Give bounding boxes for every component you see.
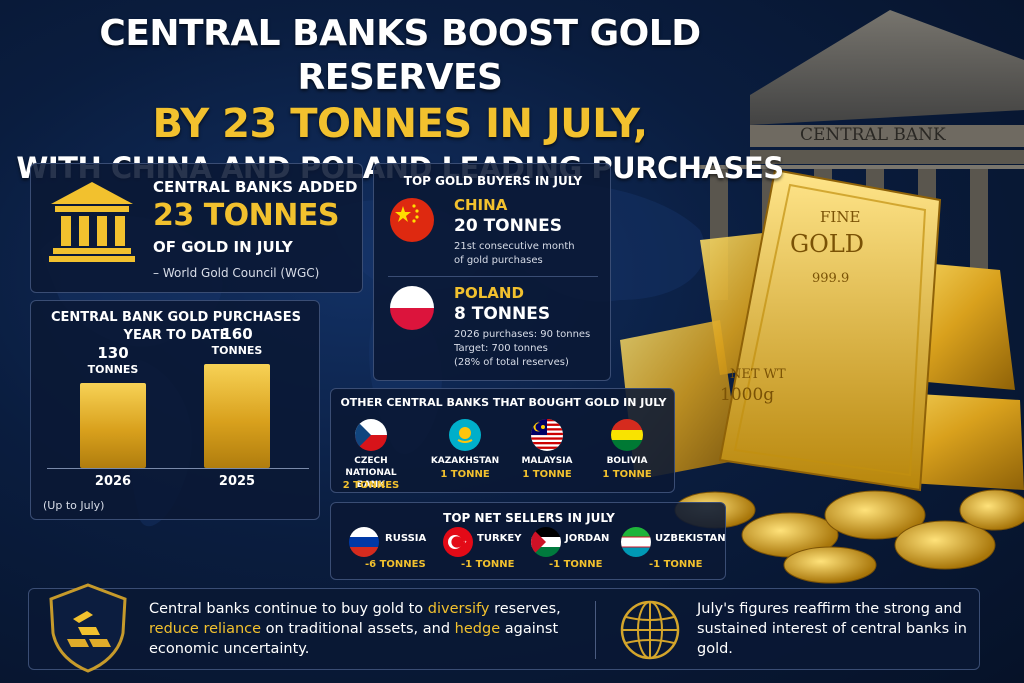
gold-bar-gold-text: GOLD — [790, 230, 864, 258]
russia-flag-icon — [349, 527, 379, 557]
other-buyers-panel: OTHER CENTRAL BANKS THAT BOUGHT GOLD IN … — [330, 388, 675, 493]
chart-unit-label: TONNES — [87, 363, 139, 376]
other-buyer-name-line: KAZAKHSTAN — [430, 456, 500, 466]
globe-icon — [620, 600, 680, 660]
ytd-purchases-panel: CENTRAL BANK GOLD PURCHASES YEAR TO DATE… — [30, 300, 320, 520]
top-buyers-panel: TOP GOLD BUYERS IN JULY CHINA 20 TONNES … — [373, 163, 611, 381]
other-buyer-name-line: BOLIVIA — [606, 456, 648, 466]
chart-axis-line — [47, 468, 309, 469]
bolivia-flag-icon — [611, 419, 643, 451]
jordan-flag-icon — [531, 527, 561, 557]
headline-line-1: CENTRAL BANKS BOOST GOLD RESERVES — [99, 13, 701, 98]
highlight-hedge: hedge — [454, 621, 501, 637]
buyer-note-line: of gold purchases — [454, 255, 543, 266]
top-buyers-title: TOP GOLD BUYERS IN JULY — [403, 174, 583, 188]
buyer-note-line: 21st consecutive month — [454, 241, 575, 252]
malaysia-flag-icon — [531, 419, 563, 451]
seller-name: JORDAN — [565, 533, 610, 544]
buyers-divider — [388, 276, 598, 277]
seller-name: RUSSIA — [385, 533, 427, 544]
other-buyer-amount: 1 TONNE — [522, 469, 572, 480]
chart-bar-2026 — [80, 383, 146, 468]
buyer-amount-poland: 8 TONNES — [454, 304, 551, 324]
china-flag-icon — [390, 198, 434, 242]
text-segment: reserves, — [489, 601, 561, 617]
other-buyer-name-line: CZECH — [354, 456, 388, 466]
other-buyers-title: OTHER CENTRAL BANKS THAT BOUGHT GOLD IN … — [340, 396, 667, 409]
gold-shield-icon — [49, 583, 127, 673]
gold-bar-netwt-text: NET WT — [730, 367, 786, 382]
buyer-note-poland: 2026 purchases: 90 tonnes Target: 700 to… — [454, 328, 590, 370]
czech-flag-icon — [355, 419, 387, 451]
buyer-note-line: 2026 purchases: 90 tonnes — [454, 329, 591, 340]
other-buyer-amount: 1 TONNE — [602, 469, 652, 480]
bottom-separator — [595, 601, 596, 659]
other-buyer-name: KAZAKHSTAN — [425, 455, 505, 467]
buyer-note-line: Target: 700 tonnes — [454, 343, 548, 354]
headline-line-2: BY 23 TONNES IN JULY, — [152, 101, 648, 147]
top-sellers-panel: TOP NET SELLERS IN JULY RUSSIA -6 TONNES… — [330, 502, 726, 580]
kazakhstan-flag-icon — [449, 419, 481, 451]
poland-flag-icon — [390, 286, 434, 330]
other-buyer-name: MALAYSIA — [507, 455, 587, 467]
highlight-diversify: diversify — [427, 601, 490, 617]
seller-name: UZBEKISTAN — [655, 533, 726, 544]
other-buyer-name: BOLIVIA — [587, 455, 667, 467]
added-label-line-3: OF GOLD IN JULY — [153, 238, 293, 256]
ytd-title: CENTRAL BANK GOLD PURCHASES YEAR TO DATE — [31, 309, 321, 345]
other-buyer-name: CZECH NATIONAL BANK — [331, 455, 411, 491]
turkey-flag-icon — [443, 527, 473, 557]
ytd-title-line-2: YEAR TO DATE — [123, 328, 229, 343]
tonnes-added-panel: CENTRAL BANKS ADDED 23 TONNES OF GOLD IN… — [30, 163, 363, 293]
added-label-line-1: CENTRAL BANKS ADDED — [153, 178, 358, 196]
buyer-amount-china: 20 TONNES — [454, 216, 562, 236]
bottom-summary-bar: Central banks continue to buy gold to di… — [28, 583, 980, 673]
chart-category-label: 2025 — [218, 474, 256, 489]
ytd-note: (Up to July) — [43, 499, 105, 512]
headline: CENTRAL BANKS BOOST GOLD RESERVES BY 23 … — [0, 12, 800, 188]
text-segment: Central banks continue to buy gold to — [149, 601, 428, 617]
chart-unit-label: TONNES — [211, 344, 263, 357]
gold-bar-purity-text: 999.9 — [812, 271, 849, 286]
other-buyer-name-line: NATIONAL BANK — [345, 468, 397, 490]
seller-amount: -6 TONNES — [365, 559, 426, 570]
text-segment: on traditional assets, and — [261, 621, 455, 637]
highlight-reduce-reliance: reduce reliance — [149, 621, 262, 637]
buyer-note-china: 21st consecutive month of gold purchases — [454, 240, 575, 268]
chart-bar-2025 — [204, 364, 270, 468]
bank-building-icon — [49, 182, 135, 262]
buyer-country-poland: POLAND — [454, 284, 524, 302]
chart-value-label: 160 — [221, 325, 253, 343]
gold-bars-and-coins-image: FINE GOLD 999.9 NET WT 1000g — [620, 168, 1024, 584]
ytd-title-line-1: CENTRAL BANK GOLD PURCHASES — [50, 310, 301, 325]
gold-bar-fine-text: FINE — [820, 208, 860, 226]
seller-amount: -1 TONNE — [461, 559, 515, 570]
seller-name: TURKEY — [477, 533, 522, 544]
other-buyer-amount: 2 TONNES — [342, 480, 400, 491]
text-segment: against economic uncertainty. — [149, 621, 559, 657]
other-buyer-name-line: MALAYSIA — [521, 456, 573, 466]
added-amount: 23 TONNES — [153, 198, 339, 233]
bottom-left-text: Central banks continue to buy gold to di… — [149, 599, 609, 659]
gold-bar-weight-text: 1000g — [720, 385, 774, 405]
buyer-country-china: CHINA — [454, 196, 508, 214]
added-source: – World Gold Council (WGC) — [153, 266, 320, 280]
chart-value-label: 130 — [97, 344, 129, 362]
building-sign-text: CENTRAL BANK — [800, 125, 946, 145]
seller-amount: -1 TONNE — [549, 559, 603, 570]
seller-amount: -1 TONNE — [649, 559, 703, 570]
uzbekistan-flag-icon — [621, 527, 651, 557]
buyer-note-line: (28% of total reserves) — [454, 357, 569, 368]
chart-category-label: 2026 — [94, 474, 132, 489]
top-sellers-title: TOP NET SELLERS IN JULY — [443, 511, 615, 525]
bottom-right-text: July's figures reaffirm the strong and s… — [697, 601, 967, 657]
other-buyer-amount: 1 TONNE — [440, 469, 490, 480]
